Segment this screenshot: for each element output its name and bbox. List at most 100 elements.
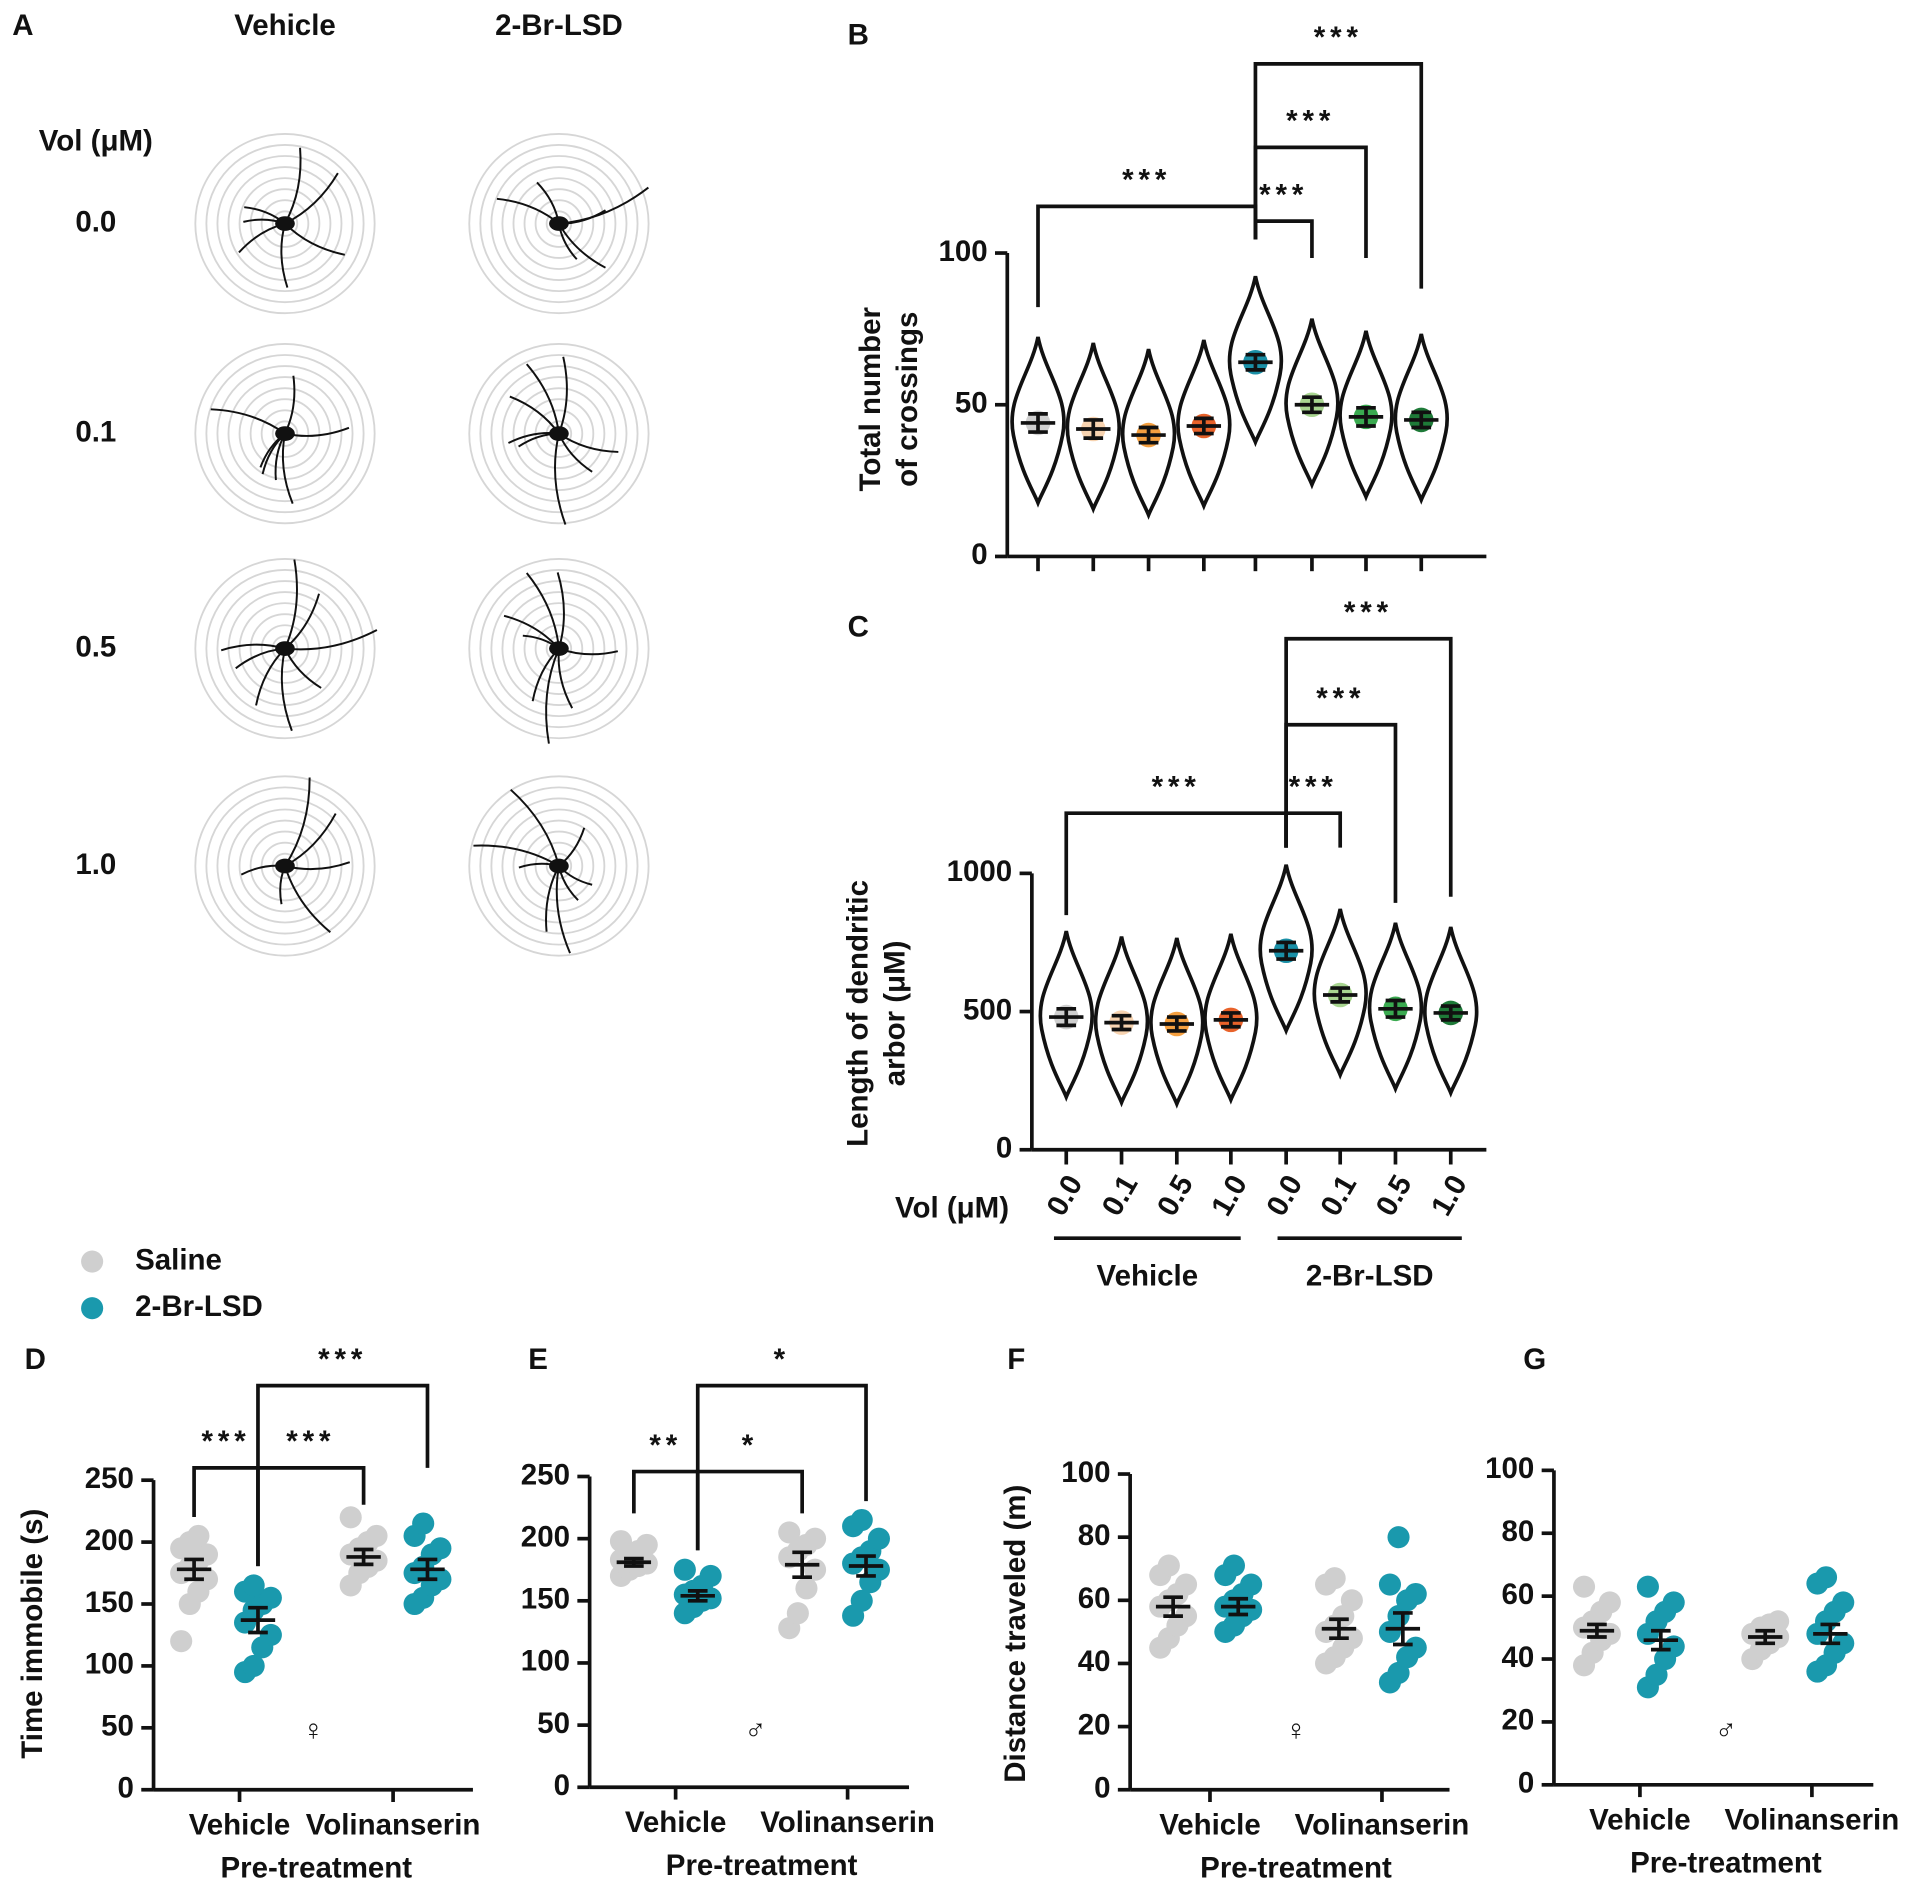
sholl-ring — [249, 398, 321, 469]
sholl-ring — [490, 155, 628, 293]
dendrite — [554, 433, 567, 525]
sholl-ring — [194, 775, 376, 957]
data-point — [673, 1558, 696, 1581]
data-point — [195, 1568, 219, 1591]
sholl-ring — [545, 852, 573, 880]
violin — [1284, 318, 1340, 490]
significance-label: *** — [1316, 682, 1365, 715]
x-axis-label: Pre-treatment — [1630, 1846, 1822, 1879]
significance-label: *** — [1259, 178, 1308, 211]
y-tick-label: 1000 — [947, 855, 1013, 888]
x-tick-label: Vehicle — [189, 1808, 291, 1841]
sholl-ring — [249, 830, 321, 902]
y-axis-label: Time immobile (s) — [16, 1509, 49, 1759]
significance-bracket — [1253, 219, 1314, 258]
data-point — [1636, 1575, 1659, 1598]
y-tick-label: 60 — [1501, 1578, 1534, 1611]
data-point — [1832, 1632, 1855, 1655]
y-tick-label: 0 — [554, 1769, 570, 1802]
y-tick-label: 0 — [1094, 1772, 1110, 1805]
x-tick-label: Vehicle — [625, 1806, 727, 1839]
x-tick-label: 0.5 — [1151, 1170, 1200, 1222]
panel-label: F — [1007, 1343, 1025, 1376]
sholl-ring — [468, 775, 650, 957]
sex-symbol: ♀ — [1285, 1714, 1307, 1747]
panel-label: B — [848, 19, 869, 52]
significance-label: *** — [286, 1425, 335, 1458]
violin — [1227, 275, 1284, 448]
data-point — [1323, 1567, 1346, 1590]
sholl-ring — [271, 210, 299, 237]
violin — [1258, 864, 1314, 1036]
neuron-image — [468, 557, 650, 744]
sholl-ring — [194, 343, 376, 525]
sholl-ring — [523, 613, 595, 684]
sholl-ring — [501, 808, 617, 924]
dendrite — [284, 593, 320, 650]
column-header: 2-Br-LSD — [495, 9, 623, 42]
data-point — [242, 1654, 265, 1677]
group-label: 2-Br-LSD — [1306, 1259, 1434, 1292]
data-point — [1572, 1575, 1596, 1598]
y-tick-label: 20 — [1078, 1708, 1111, 1741]
significance-label: *** — [1122, 164, 1171, 197]
neuron-image — [194, 132, 376, 315]
y-tick-label: 0 — [996, 1132, 1012, 1165]
panel-label: C — [848, 611, 869, 644]
sholl-ring — [468, 557, 650, 740]
legend-label: Saline — [135, 1243, 222, 1276]
soma — [549, 426, 569, 441]
soma — [549, 641, 569, 656]
significance-label: *** — [318, 1343, 367, 1376]
row-label: 0.5 — [75, 630, 116, 663]
significance-bracket — [1064, 811, 1288, 916]
significance-bracket — [1253, 62, 1424, 289]
x-tick-label: 0.5 — [1369, 1170, 1418, 1222]
soma — [275, 426, 295, 441]
x-axis-label: Pre-treatment — [1200, 1851, 1392, 1884]
neuron-image — [194, 557, 378, 740]
violin — [1176, 339, 1232, 511]
data-point — [778, 1521, 801, 1544]
data-point — [1832, 1591, 1855, 1614]
sholl-ring — [490, 580, 628, 718]
data-point — [1404, 1582, 1427, 1606]
y-tick-label: 150 — [85, 1586, 134, 1619]
violin — [1065, 342, 1121, 514]
row-header: Vol (μM) — [39, 124, 153, 157]
x-tick-label: 0.1 — [1314, 1170, 1363, 1222]
x-tick-label: Volinanserin — [306, 1808, 481, 1841]
x-tick-label: Vehicle — [1589, 1803, 1691, 1836]
sholl-ring — [216, 797, 354, 935]
data-point — [1767, 1610, 1790, 1633]
panel-label: G — [1523, 1343, 1546, 1376]
data-point — [1222, 1554, 1245, 1577]
significance-label: * — [774, 1343, 790, 1376]
sholl-ring — [216, 155, 354, 293]
sholl-ring — [216, 580, 354, 718]
y-tick-label: 40 — [1501, 1641, 1534, 1674]
data-point — [699, 1564, 722, 1588]
significance-label: * — [742, 1429, 758, 1462]
sholl-ring — [249, 188, 321, 259]
sholl-ring — [260, 841, 310, 891]
y-tick-label: 250 — [521, 1458, 570, 1491]
y-tick-label: 50 — [537, 1707, 570, 1740]
y-axis-label: Total number — [854, 306, 887, 491]
y-tick-label: 100 — [521, 1645, 570, 1678]
data-point — [242, 1574, 265, 1597]
violin — [1423, 926, 1479, 1098]
legend-label: 2-Br-LSD — [135, 1290, 263, 1323]
neuron-image — [468, 343, 650, 525]
group-label: Vehicle — [1097, 1259, 1199, 1292]
x-tick-label: Vehicle — [1159, 1808, 1261, 1841]
dendrite — [284, 559, 298, 649]
data-point — [850, 1589, 873, 1612]
sholl-ring — [260, 199, 310, 248]
violin — [1093, 936, 1150, 1108]
data-point — [429, 1537, 452, 1560]
data-point — [1174, 1605, 1198, 1628]
sex-symbol: ♀ — [302, 1714, 324, 1747]
x-tick-label: Volinanserin — [760, 1806, 935, 1839]
sholl-ring — [479, 786, 639, 946]
